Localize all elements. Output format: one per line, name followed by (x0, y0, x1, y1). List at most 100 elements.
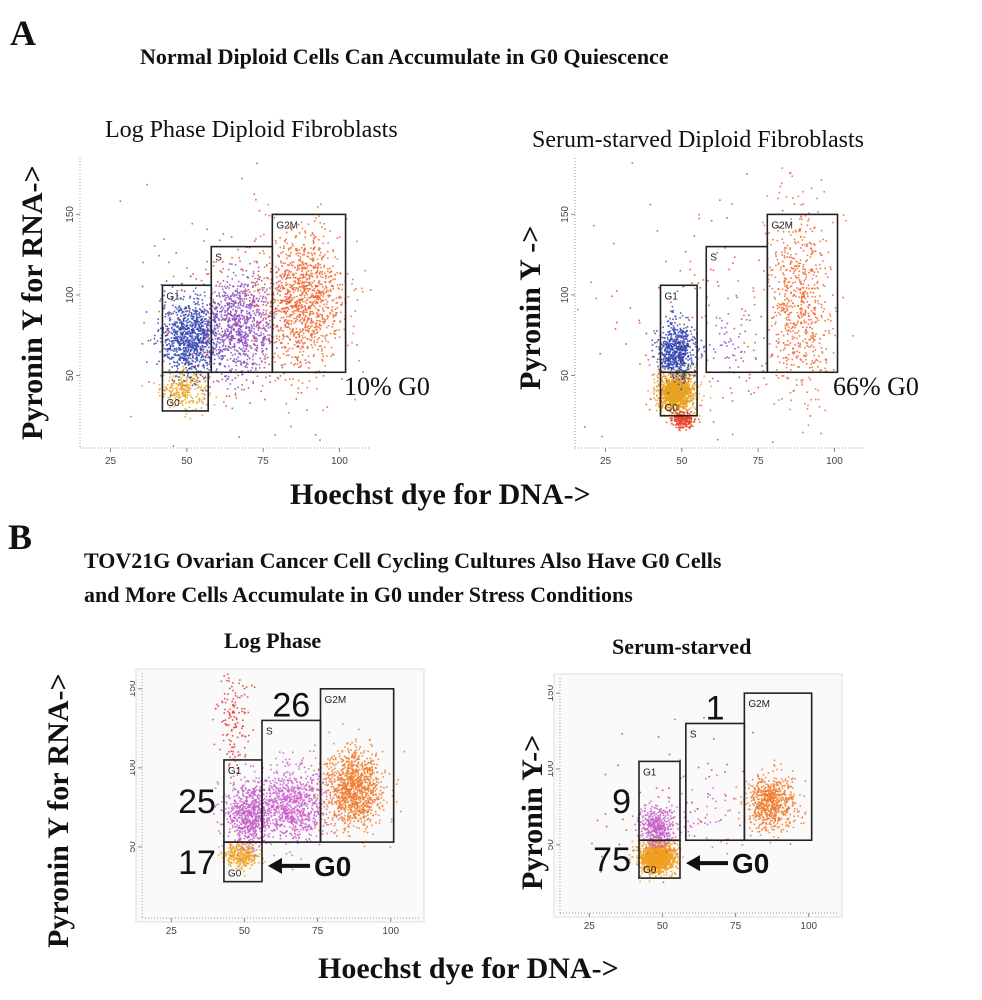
data-point-s (231, 368, 233, 370)
data-point-g2m (320, 294, 322, 296)
data-point-s (236, 296, 239, 299)
data-point-g1 (170, 313, 173, 315)
data-point-s (235, 349, 238, 352)
data-point-g2m (289, 291, 291, 293)
data-point-s (259, 312, 262, 314)
data-point-g1 (206, 322, 208, 325)
data-point-g1 (181, 333, 183, 335)
data-point-g1 (183, 324, 185, 326)
data-point-s (259, 288, 261, 291)
data-point-s (215, 332, 218, 335)
data-point-g2m (319, 298, 322, 300)
data-point-s (243, 292, 246, 294)
data-point-g0 (672, 404, 674, 407)
data-point-scatter (222, 334, 225, 336)
data-point-g0 (178, 394, 181, 396)
data-point-scatter (234, 321, 237, 323)
data-point-s (245, 327, 247, 330)
data-point-g1 (199, 352, 202, 355)
data-point-g0 (685, 399, 687, 401)
data-point-s (254, 344, 256, 346)
data-point-g1 (174, 353, 176, 355)
data-point-g2m (296, 318, 299, 321)
data-point-g1 (187, 327, 190, 329)
data-point-g1 (172, 337, 175, 339)
data-point-g1 (180, 322, 183, 325)
data-point-g0 (664, 403, 667, 406)
data-point-s (246, 366, 248, 369)
data-point-g1 (169, 340, 171, 342)
data-point-g2m (306, 338, 309, 340)
data-point-g0 (669, 388, 672, 390)
data-point-s (262, 350, 264, 352)
data-point-g2m (292, 276, 295, 279)
data-point-g2m (263, 252, 265, 255)
data-point-g2m (299, 286, 302, 289)
data-point-g1 (194, 312, 197, 315)
data-point-s (268, 363, 270, 366)
data-point-s (247, 294, 250, 296)
data-point-s (247, 304, 250, 307)
data-point-s (224, 314, 227, 317)
data-point-g1 (186, 322, 188, 324)
data-point-scatter (158, 254, 160, 257)
data-point-g2m (320, 292, 323, 295)
data-point-g1 (183, 330, 186, 332)
data-point-g0 (680, 400, 683, 403)
data-point-g1 (185, 354, 187, 357)
data-point-g0 (184, 389, 187, 391)
data-point-g2m (280, 316, 283, 319)
data-point-g1 (169, 347, 171, 350)
data-point-g1 (202, 333, 205, 336)
data-point-s (212, 301, 215, 304)
data-point-g1 (171, 343, 173, 345)
data-point-g2m (318, 324, 321, 327)
data-point-g2m (318, 345, 321, 347)
data-point-g0-low (676, 414, 679, 416)
data-point-g2m (324, 319, 327, 321)
data-point-g2m (331, 353, 334, 355)
data-point-scatter (238, 436, 240, 438)
data-point-g0 (205, 385, 208, 387)
data-point-g0 (658, 383, 660, 385)
data-point-g0 (673, 399, 675, 402)
data-point-g1 (191, 384, 194, 387)
data-point-s (231, 354, 234, 357)
data-point-g2m (305, 263, 308, 266)
data-point-s (228, 305, 231, 308)
data-point-g2m (263, 358, 266, 360)
data-point-g1 (197, 336, 199, 338)
data-point-g2m (311, 329, 314, 332)
data-point-g2m (255, 305, 257, 307)
data-point-g0 (162, 389, 165, 391)
data-point-g2m (295, 287, 297, 289)
data-point-g1 (188, 354, 191, 357)
data-point-g0 (673, 386, 676, 389)
data-point-g0 (675, 381, 678, 384)
data-point-g1 (203, 365, 205, 367)
data-point-g0 (169, 406, 171, 409)
data-point-g2m (285, 270, 287, 272)
chart-a-log-title: Log Phase Diploid Fibroblasts (105, 117, 398, 143)
data-point-g1 (661, 362, 663, 365)
data-point-g2m (321, 258, 323, 261)
data-point-g2m (306, 271, 308, 273)
data-point-scatter (148, 381, 150, 383)
data-point-g2m (335, 329, 338, 332)
data-point-s (214, 337, 217, 340)
data-point-g0 (672, 374, 675, 377)
data-point-s (204, 338, 206, 340)
data-point-g2m (327, 257, 329, 259)
data-point-g1 (218, 333, 221, 335)
data-point-g0 (195, 408, 197, 410)
data-point-s (234, 289, 237, 292)
data-point-g1 (200, 348, 202, 350)
data-point-g0 (656, 394, 658, 397)
data-point-g2m (319, 264, 321, 266)
data-point-g1 (182, 347, 184, 350)
data-point-g2m (329, 288, 332, 291)
data-point-g0 (694, 408, 697, 410)
data-point-g2m (303, 249, 306, 252)
data-point-s (269, 375, 271, 377)
data-point-s (257, 324, 260, 326)
